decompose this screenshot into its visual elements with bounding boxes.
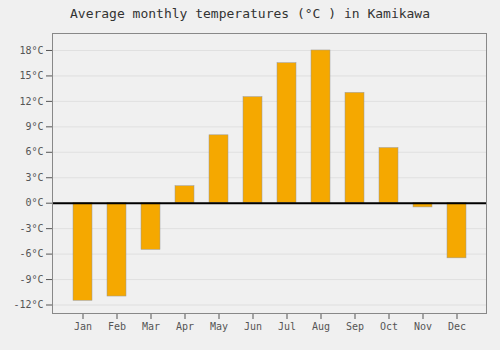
svg-text:9°C: 9°C (25, 121, 43, 132)
svg-text:12°C: 12°C (19, 96, 43, 107)
svg-text:Oct: Oct (380, 321, 398, 332)
svg-text:Feb: Feb (108, 321, 126, 332)
svg-text:-12°C: -12°C (13, 299, 43, 310)
svg-text:0°C: 0°C (25, 197, 43, 208)
svg-text:Dec: Dec (448, 321, 466, 332)
svg-text:Apr: Apr (176, 321, 194, 332)
svg-text:3°C: 3°C (25, 172, 43, 183)
svg-text:Aug: Aug (312, 321, 330, 332)
svg-text:Jun: Jun (244, 321, 262, 332)
svg-text:-6°C: -6°C (19, 248, 43, 259)
svg-text:-3°C: -3°C (19, 223, 43, 234)
svg-text:May: May (210, 321, 228, 332)
svg-text:-9°C: -9°C (19, 274, 43, 285)
svg-text:6°C: 6°C (25, 146, 43, 157)
svg-text:15°C: 15°C (19, 70, 43, 81)
svg-text:Jan: Jan (74, 321, 92, 332)
svg-text:Sep: Sep (346, 321, 364, 332)
svg-text:Mar: Mar (142, 321, 160, 332)
svg-text:18°C: 18°C (19, 45, 43, 56)
svg-text:Jul: Jul (278, 321, 296, 332)
html-text:Average monthly temperatures (: Average monthly temperatures (°C ) in Ka… (70, 6, 430, 21)
svg-text:Nov: Nov (414, 321, 432, 332)
